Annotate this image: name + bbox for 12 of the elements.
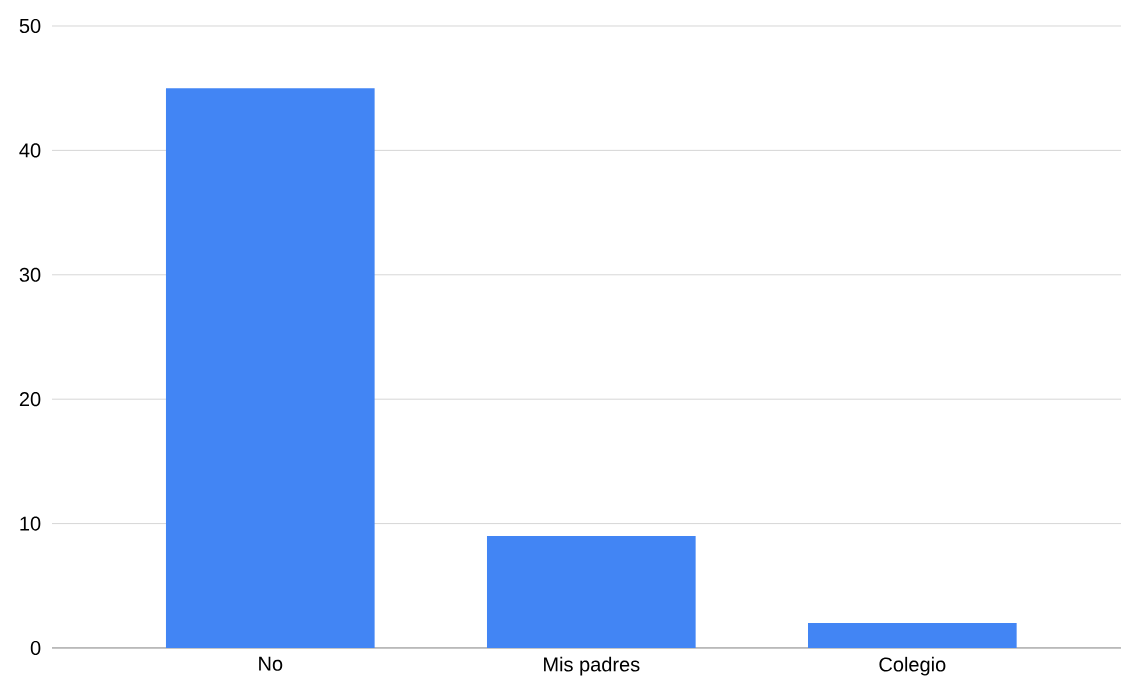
y-tick-label: 40 xyxy=(19,143,41,158)
bar xyxy=(165,88,375,648)
x-tick-label: No xyxy=(259,656,283,671)
bar xyxy=(808,623,1017,648)
y-tick-label: 20 xyxy=(19,392,41,407)
x-tick-label: Mis padres xyxy=(544,656,640,676)
y-tick-label: 10 xyxy=(20,516,41,531)
y-tick-label: 30 xyxy=(19,267,41,282)
x-tick-label: Colegio xyxy=(879,656,946,676)
bar xyxy=(486,536,696,648)
y-tick-label: 0 xyxy=(30,640,41,656)
y-tick-label: 50 xyxy=(19,18,41,34)
